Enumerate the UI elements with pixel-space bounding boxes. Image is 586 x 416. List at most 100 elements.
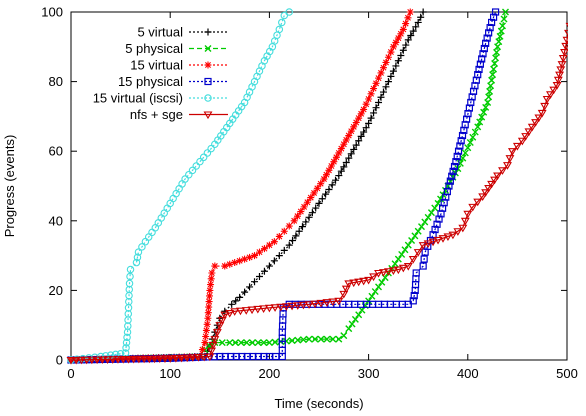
data-point <box>482 39 490 47</box>
legend-item: 15 physical <box>118 74 228 89</box>
y-tick-label: 0 <box>56 353 63 368</box>
legend-label: 15 physical <box>118 74 183 89</box>
legend-swatch-marker <box>204 45 212 52</box>
legend-swatch-marker <box>204 61 212 69</box>
data-point <box>204 309 212 317</box>
data-point <box>488 18 496 27</box>
data-point <box>404 14 412 22</box>
data-point <box>409 27 417 35</box>
data-point <box>150 355 159 364</box>
legend-label: 5 virtual <box>137 25 183 40</box>
data-point <box>138 243 146 251</box>
legend-swatch-marker <box>204 28 212 36</box>
data-point <box>298 223 306 231</box>
data-point <box>389 67 397 75</box>
data-point <box>312 204 320 212</box>
data-point <box>355 137 363 145</box>
data-point <box>489 13 498 21</box>
data-point <box>419 8 427 16</box>
data-point <box>313 184 321 192</box>
series-line <box>70 11 290 361</box>
data-point <box>398 264 408 273</box>
data-point <box>207 275 215 283</box>
data-point <box>275 252 283 260</box>
data-point <box>383 268 393 276</box>
data-point <box>207 281 215 289</box>
data-point <box>347 127 355 135</box>
y-tick-label: 100 <box>41 5 63 20</box>
data-point <box>113 356 123 364</box>
data-point <box>397 52 405 59</box>
data-point <box>377 93 385 101</box>
data-point <box>358 306 366 314</box>
y-tick-label: 20 <box>49 283 63 298</box>
y-axis-label: Progress (events) <box>2 135 17 238</box>
data-point <box>502 8 509 16</box>
data-point <box>231 259 239 267</box>
data-point <box>517 137 527 146</box>
data-point <box>66 356 76 365</box>
data-point <box>207 347 216 356</box>
data-point <box>203 149 212 157</box>
data-point <box>198 346 206 354</box>
data-point <box>453 152 461 161</box>
data-point <box>327 162 335 170</box>
data-point <box>448 172 456 180</box>
data-point <box>399 25 407 33</box>
data-point <box>463 210 473 219</box>
data-point <box>299 336 307 344</box>
data-point <box>188 354 198 362</box>
data-point <box>562 36 568 45</box>
data-point <box>527 123 537 132</box>
data-point <box>471 128 479 136</box>
data-point <box>476 60 484 68</box>
data-point <box>485 93 493 101</box>
data-point <box>561 42 568 51</box>
data-point <box>497 27 505 35</box>
data-point <box>560 48 568 57</box>
data-point <box>412 23 420 31</box>
data-point <box>564 29 568 37</box>
data-point <box>335 172 343 180</box>
data-point <box>231 339 239 347</box>
data-point <box>443 233 453 242</box>
data-point <box>236 307 245 316</box>
data-point <box>281 303 291 311</box>
data-point <box>414 18 422 26</box>
data-point <box>123 355 133 364</box>
data-point <box>478 113 486 121</box>
y-tick-label: 40 <box>49 213 63 228</box>
data-point <box>264 304 274 313</box>
data-point <box>97 356 107 365</box>
data-point <box>316 299 326 308</box>
data-point <box>500 15 508 23</box>
data-point <box>271 338 279 346</box>
data-point <box>270 238 278 246</box>
data-point <box>370 109 378 117</box>
data-point <box>475 65 483 74</box>
data-point <box>260 339 268 347</box>
data-point <box>394 57 402 65</box>
data-point <box>199 353 209 362</box>
data-point <box>493 48 501 56</box>
data-point <box>323 335 331 343</box>
data-point <box>359 277 369 286</box>
data-point <box>265 339 273 347</box>
data-point <box>155 354 163 362</box>
data-point <box>487 180 497 189</box>
data-point <box>350 123 358 131</box>
data-point <box>342 159 350 167</box>
data-point <box>489 71 497 79</box>
data-point <box>379 88 387 96</box>
data-point <box>392 38 400 46</box>
series-5 <box>66 22 568 365</box>
data-point <box>413 249 423 257</box>
legend-item: 5 virtual <box>137 25 228 40</box>
data-point <box>275 232 283 240</box>
data-point <box>206 286 214 294</box>
data-point <box>387 48 395 56</box>
data-point <box>278 18 286 27</box>
data-point <box>226 339 234 347</box>
data-point <box>372 79 380 87</box>
data-point <box>474 123 482 131</box>
